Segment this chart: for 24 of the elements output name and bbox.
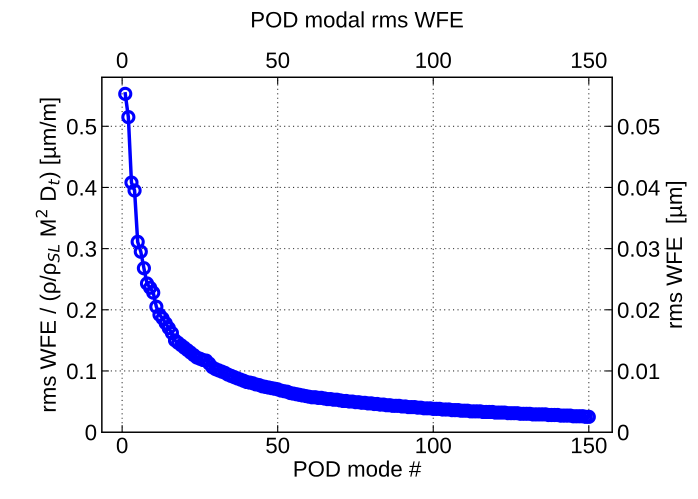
y-tick-label: 0.4 [67,180,96,196]
y-tick-label: 0.3 [67,241,96,257]
y-axis-title: rms WFE / (ρ/ρ$_{SL}$ M$^{2}$ D$_{t}$) [µm/m] [36,98,60,412]
y-tick-label: 0 [86,424,96,440]
x2-tick-label: 100 [416,52,451,68]
chart-title: POD modal rms WFE [252,11,463,28]
y-tick-label: 0.2 [67,302,96,318]
x-tick-label: 50 [266,438,290,454]
y2-tick-label: 0.02 [618,302,660,318]
y2-axis-title: rms WFE [µm] [666,182,687,328]
y2-tick-label: 0.03 [618,241,660,257]
y-tick-label: 0.5 [67,118,96,135]
x2-tick-label: 50 [266,52,290,68]
x-axis-title: POD mode # [294,460,422,477]
y2-tick-label: 0 [618,424,628,440]
x-tick-label: 100 [416,438,451,454]
y-tick-label: 0.1 [67,364,96,380]
x2-tick-label: 150 [572,52,606,68]
y2-tick-label: 0.05 [618,118,660,135]
x-tick-label: 150 [572,438,606,454]
y2-tick-label: 0.04 [618,180,660,196]
x2-tick-label: 0 [116,52,128,68]
y2-tick-label: 0.01 [618,364,660,380]
x-tick-label: 0 [116,438,128,454]
